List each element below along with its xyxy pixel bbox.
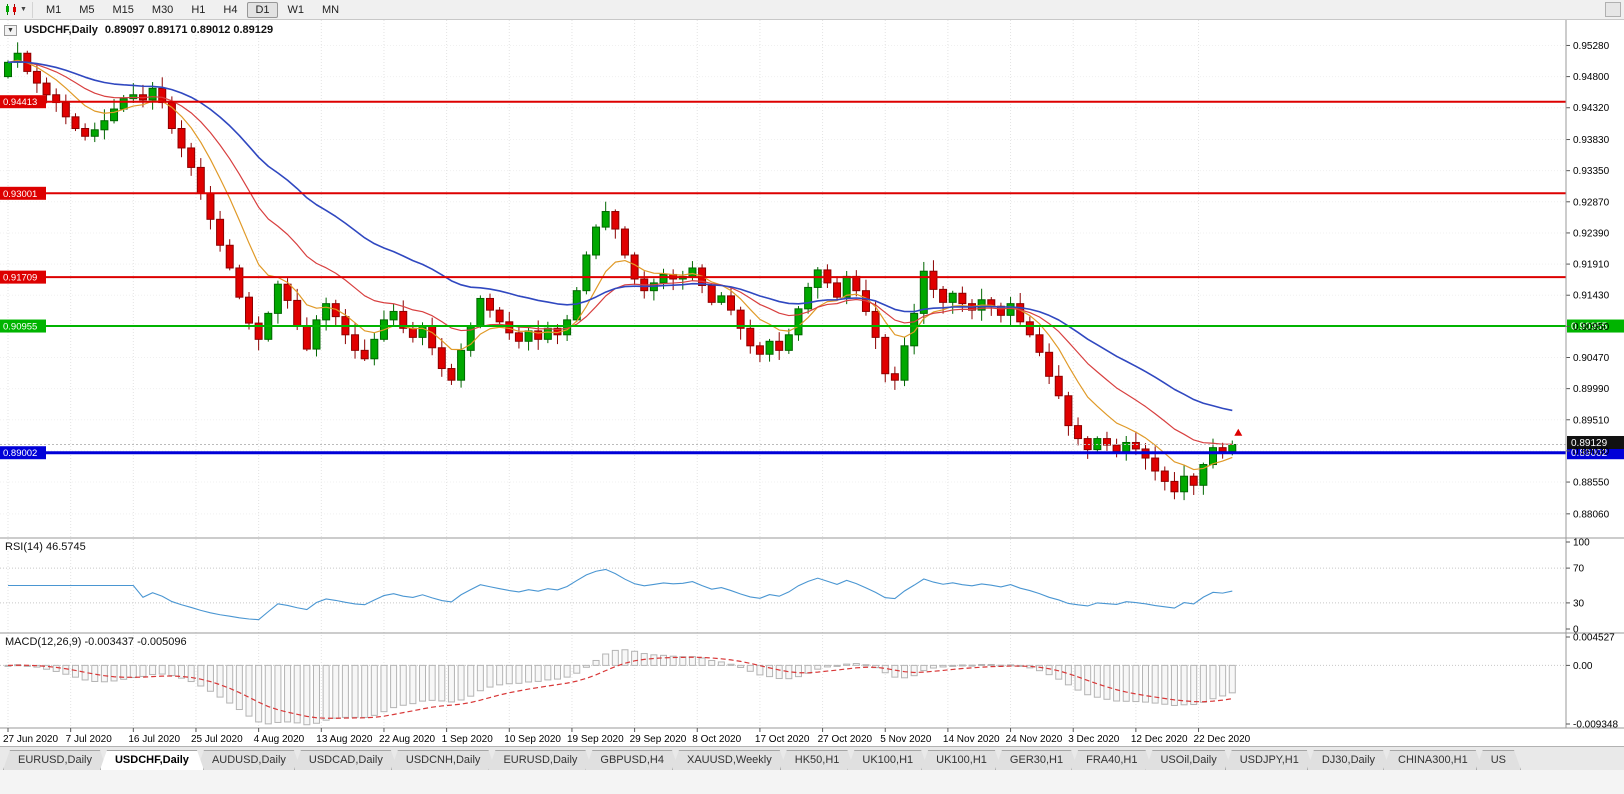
svg-text:25 Jul 2020: 25 Jul 2020 xyxy=(191,734,243,745)
svg-text:0.94800: 0.94800 xyxy=(1573,72,1610,83)
timeframe-button-d1[interactable]: D1 xyxy=(247,1,278,18)
chart-tab-10[interactable]: UK100,H1 xyxy=(921,750,1002,770)
rsi-label: RSI(14) 46.5745 xyxy=(5,541,86,553)
svg-text:0.91910: 0.91910 xyxy=(1573,260,1610,271)
svg-text:0.94413: 0.94413 xyxy=(3,97,37,108)
chart-tab-11[interactable]: GER30,H1 xyxy=(995,750,1078,770)
candlestick-chart-icon xyxy=(6,4,16,15)
svg-text:13 Aug 2020: 13 Aug 2020 xyxy=(316,734,373,745)
collapse-icon[interactable]: ▼ xyxy=(4,24,17,36)
svg-text:4 Aug 2020: 4 Aug 2020 xyxy=(254,734,305,745)
chart-tab-8[interactable]: HK50,H1 xyxy=(780,750,855,770)
bottom-strip xyxy=(0,770,1624,794)
timeframe-button-m15[interactable]: M15 xyxy=(112,3,134,16)
chart-tab-12[interactable]: FRA40,H1 xyxy=(1071,750,1152,770)
svg-text:19 Sep 2020: 19 Sep 2020 xyxy=(567,734,624,745)
svg-text:0.89002: 0.89002 xyxy=(3,448,37,459)
svg-text:-0.009348: -0.009348 xyxy=(1573,720,1618,731)
svg-text:30: 30 xyxy=(1573,598,1585,609)
symbol-timeframe-label: USDCHF,Daily xyxy=(23,24,98,36)
svg-text:17 Oct 2020: 17 Oct 2020 xyxy=(755,734,810,745)
svg-text:7 Jul 2020: 7 Jul 2020 xyxy=(66,734,113,745)
svg-text:0.90955: 0.90955 xyxy=(3,322,37,333)
chart-tab-13[interactable]: USOil,Daily xyxy=(1145,750,1231,770)
svg-text:100: 100 xyxy=(1573,538,1590,549)
toolbar-right-handle[interactable] xyxy=(1605,2,1621,17)
svg-text:0.90955: 0.90955 xyxy=(1571,322,1608,333)
svg-text:27 Jun 2020: 27 Jun 2020 xyxy=(3,734,58,745)
chart-tab-3[interactable]: USDCAD,Daily xyxy=(294,750,398,770)
svg-text:0.91430: 0.91430 xyxy=(1573,291,1610,302)
svg-text:0.89030: 0.89030 xyxy=(1573,446,1610,457)
chart-tab-9[interactable]: UK100,H1 xyxy=(847,750,928,770)
timeframe-group: M1 M5 M15 M30 H1 H4 D1 W1 MN xyxy=(38,1,347,18)
svg-text:0.89990: 0.89990 xyxy=(1573,384,1610,395)
timeframe-button-h4[interactable]: H4 xyxy=(223,3,238,16)
svg-text:0.91709: 0.91709 xyxy=(3,273,37,284)
svg-text:0.92390: 0.92390 xyxy=(1573,228,1610,239)
svg-text:3 Dec 2020: 3 Dec 2020 xyxy=(1068,734,1120,745)
chart-title: ▼ USDCHF,Daily 0.89097 0.89171 0.89012 0… xyxy=(4,24,273,36)
chart-tab-1[interactable]: USDCHF,Daily xyxy=(100,750,204,770)
svg-text:22 Dec 2020: 22 Dec 2020 xyxy=(1194,734,1251,745)
svg-text:14 Nov 2020: 14 Nov 2020 xyxy=(943,734,1000,745)
chart-tab-4[interactable]: USDCNH,Daily xyxy=(391,750,496,770)
svg-text:0.95280: 0.95280 xyxy=(1573,41,1610,52)
svg-text:0.89510: 0.89510 xyxy=(1573,415,1610,426)
chart-tab-6[interactable]: GBPUSD,H4 xyxy=(585,750,679,770)
svg-text:0.93350: 0.93350 xyxy=(1573,166,1610,177)
chart-tab-14[interactable]: USDJPY,H1 xyxy=(1225,750,1314,770)
svg-text:8 Oct 2020: 8 Oct 2020 xyxy=(692,734,741,745)
timeframe-button-m5[interactable]: M5 xyxy=(79,3,95,16)
timeframe-button-h1[interactable]: H1 xyxy=(191,3,206,16)
dropdown-caret-icon: ▼ xyxy=(20,6,27,13)
svg-text:0.004527: 0.004527 xyxy=(1573,633,1615,644)
svg-text:29 Sep 2020: 29 Sep 2020 xyxy=(630,734,687,745)
svg-text:0.89129: 0.89129 xyxy=(1571,438,1608,449)
svg-text:5 Nov 2020: 5 Nov 2020 xyxy=(880,734,932,745)
svg-text:16 Jul 2020: 16 Jul 2020 xyxy=(128,734,180,745)
chart-tab-16[interactable]: CHINA300,H1 xyxy=(1383,750,1483,770)
toolbar: ▼ M1 M5 M15 M30 H1 H4 D1 W1 MN xyxy=(0,0,1624,20)
svg-text:22 Aug 2020: 22 Aug 2020 xyxy=(379,734,436,745)
chart-tab-7[interactable]: XAUUSD,Weekly xyxy=(672,750,787,770)
svg-text:0.88060: 0.88060 xyxy=(1573,509,1610,520)
chart-tab-15[interactable]: DJ30,Daily xyxy=(1307,750,1390,770)
svg-text:12 Dec 2020: 12 Dec 2020 xyxy=(1131,734,1188,745)
timeframe-button-w1[interactable]: W1 xyxy=(287,3,305,16)
svg-text:0.88550: 0.88550 xyxy=(1573,478,1610,489)
timeframe-button-mn[interactable]: MN xyxy=(322,3,340,16)
ohlc-values: 0.89097 0.89171 0.89012 0.89129 xyxy=(104,24,274,36)
svg-text:0.00: 0.00 xyxy=(1573,661,1593,672)
svg-text:0.89002: 0.89002 xyxy=(1571,448,1608,459)
svg-text:70: 70 xyxy=(1573,564,1585,575)
svg-text:0.94320: 0.94320 xyxy=(1573,103,1610,114)
svg-text:0.90470: 0.90470 xyxy=(1573,353,1610,364)
svg-text:0.93001: 0.93001 xyxy=(3,189,37,200)
timeframe-button-m30[interactable]: M30 xyxy=(151,3,174,16)
svg-text:0.93830: 0.93830 xyxy=(1573,135,1610,146)
svg-text:27 Oct 2020: 27 Oct 2020 xyxy=(818,734,873,745)
svg-text:0: 0 xyxy=(1573,625,1579,636)
svg-text:1 Sep 2020: 1 Sep 2020 xyxy=(442,734,494,745)
svg-text:0.92870: 0.92870 xyxy=(1573,197,1610,208)
svg-text:0.90950: 0.90950 xyxy=(1573,322,1610,333)
svg-text:24 Nov 2020: 24 Nov 2020 xyxy=(1006,734,1063,745)
chart-tab-0[interactable]: EURUSD,Daily xyxy=(3,750,107,770)
chart-tabbar: EURUSD,Daily USDCHF,Daily AUDUSD,Daily USDC… xyxy=(0,746,1624,770)
chart-canvas[interactable]: 0.94413 0.93001 0.91709 0.90955 0.90955 0.890… xyxy=(0,20,1624,746)
chart-tab-17[interactable]: US xyxy=(1476,750,1521,770)
timeframe-button-m1[interactable]: M1 xyxy=(45,3,62,16)
macd-label: MACD(12,26,9) -0.003437 -0.005096 xyxy=(5,636,187,648)
chart-tab-5[interactable]: EURUSD,Daily xyxy=(488,750,592,770)
chart-tab-2[interactable]: AUDUSD,Daily xyxy=(197,750,301,770)
chart-window: 0.94413 0.93001 0.91709 0.90955 0.90955 0.890… xyxy=(0,20,1624,746)
chart-type-button[interactable]: ▼ xyxy=(3,1,33,18)
svg-text:10 Sep 2020: 10 Sep 2020 xyxy=(504,734,561,745)
